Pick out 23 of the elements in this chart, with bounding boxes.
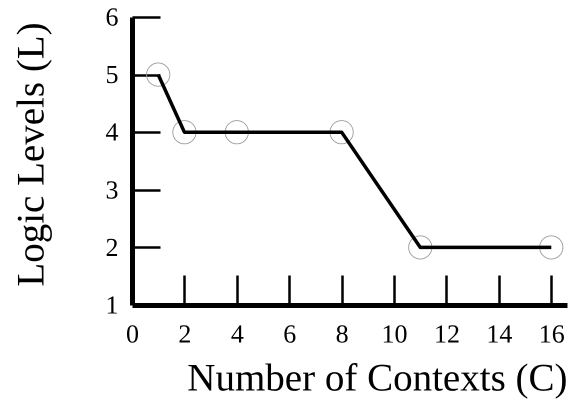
x-tick-label: 4 <box>230 320 244 348</box>
point <box>330 120 354 144</box>
y-axis-title: Logic Levels (L) <box>10 22 52 287</box>
point <box>224 120 249 144</box>
point <box>408 235 432 260</box>
y-tick-label: 6 <box>106 2 118 32</box>
point <box>146 62 170 87</box>
x-tick-label: 0 <box>126 320 139 348</box>
y-tick-label: 3 <box>106 175 118 204</box>
y-tick-label: 2 <box>106 232 118 262</box>
x-tick-label: 8 <box>336 320 349 348</box>
point <box>172 120 196 144</box>
point <box>539 235 564 260</box>
y-tick-label: 1 <box>106 290 118 320</box>
y-tick-label: 5 <box>106 60 118 90</box>
x-tick-label: 12 <box>434 320 460 348</box>
y-tick-label: 4 <box>106 118 118 147</box>
x-tick-label: 16 <box>538 320 565 348</box>
x-tick-label: 2 <box>178 320 192 348</box>
x-tick-label: 14 <box>486 320 512 348</box>
x-tick-label: 10 <box>382 320 408 348</box>
x-axis-title: Number of Contexts (C) <box>187 356 568 400</box>
x-tick-label: 6 <box>283 320 296 348</box>
